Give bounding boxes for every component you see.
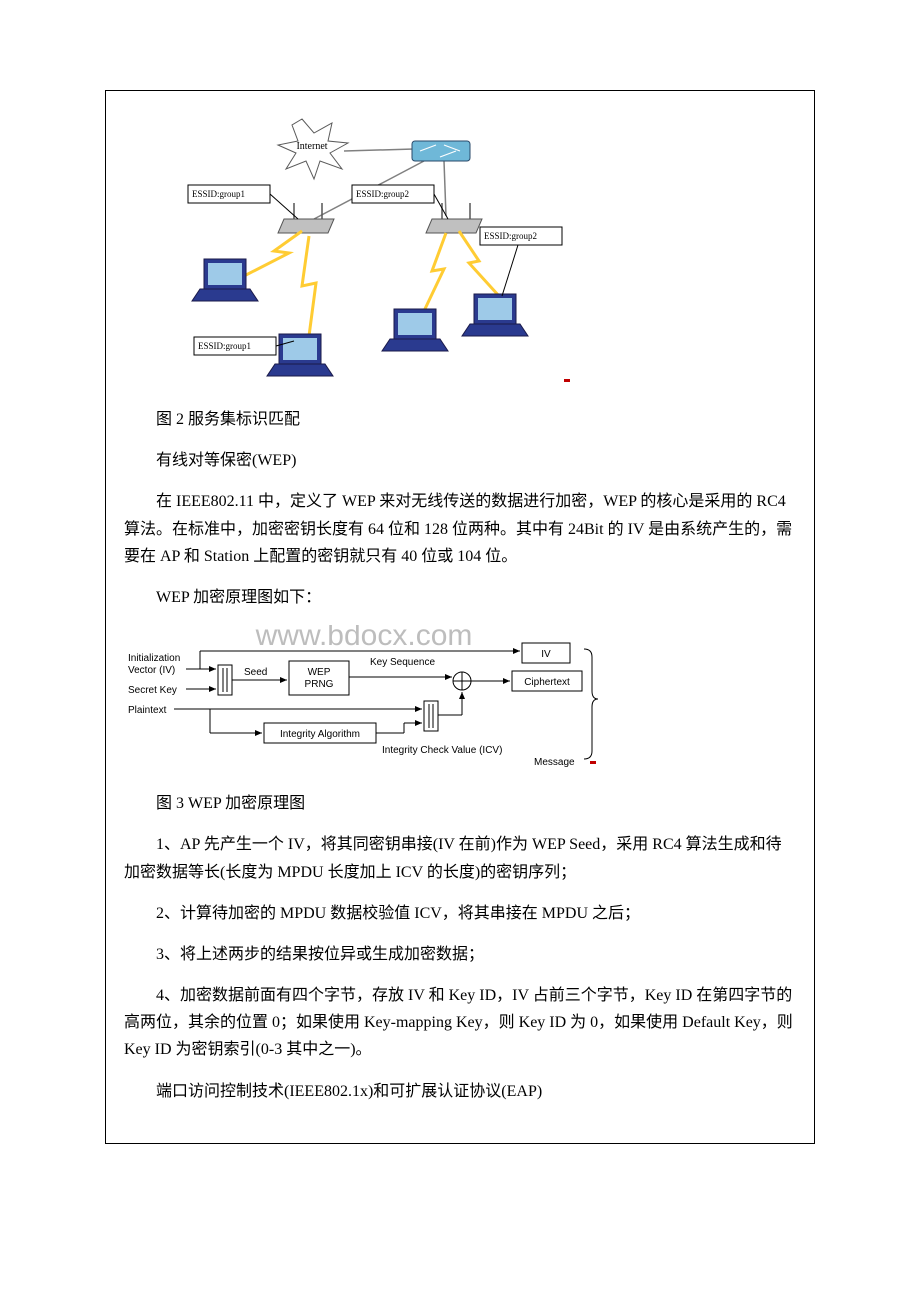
- label-plaintext: Plaintext: [128, 705, 167, 716]
- figure-wep: www.bdocx.com Initialization Vector (IV)…: [124, 625, 796, 780]
- wep-section-label: 有线对等保密(WEP): [124, 447, 796, 474]
- essid-diagram-svg: Internet: [124, 101, 574, 391]
- label-iv-1: Initialization: [128, 653, 180, 664]
- step1-para: 1、AP 先产生一个 IV，将其同密钥串接(IV 在前)作为 WEP Seed，…: [124, 831, 796, 885]
- seed-label: Seed: [244, 667, 267, 678]
- wep-diagram-svg: www.bdocx.com Initialization Vector (IV)…: [124, 625, 604, 775]
- content-area: Internet: [106, 91, 814, 1143]
- icv-label: Integrity Check Value (ICV): [382, 745, 502, 756]
- step3-para: 3、将上述两步的结果按位异或生成加密数据；: [124, 941, 796, 968]
- figure-essid: Internet: [124, 101, 796, 396]
- wep-intro-para: 在 IEEE802.11 中，定义了 WEP 来对无线传送的数据进行加密，WEP…: [124, 488, 796, 570]
- key-seq-label: Key Sequence: [370, 657, 435, 668]
- svg-text:ESSID:group1: ESSID:group1: [198, 341, 251, 351]
- svg-text:ESSID:group2: ESSID:group2: [356, 189, 409, 199]
- ciphertext-label: Ciphertext: [524, 677, 570, 688]
- wep-prng-l1: WEP: [308, 667, 331, 678]
- figure1-caption: 图 2 服务集标识匹配: [124, 406, 796, 433]
- iv-out-label: IV: [541, 649, 551, 660]
- concat2-box: [424, 701, 438, 731]
- red-mark-icon: [564, 379, 570, 382]
- step4-para: 4、加密数据前面有四个字节，存放 IV 和 Key ID，IV 占前三个字节，K…: [124, 982, 796, 1064]
- svg-text:ESSID:group2: ESSID:group2: [484, 231, 537, 241]
- wep-diagram-intro: WEP 加密原理图如下：: [124, 584, 796, 611]
- figure2-caption: 图 3 WEP 加密原理图: [124, 790, 796, 817]
- concat1-box: [218, 665, 232, 695]
- page-border: Internet: [105, 90, 815, 1144]
- last-para: 端口访问控制技术(IEEE802.1x)和可扩展认证协议(EAP): [124, 1078, 796, 1105]
- message-label: Message: [534, 757, 575, 768]
- internet-label: Internet: [296, 141, 327, 152]
- switch-icon: [412, 141, 470, 161]
- label-iv-2: Vector (IV): [128, 665, 175, 676]
- step2-para: 2、计算待加密的 MPDU 数据校验值 ICV，将其串接在 MPDU 之后；: [124, 900, 796, 927]
- svg-text:ESSID:group1: ESSID:group1: [192, 189, 245, 199]
- label-secret-key: Secret Key: [128, 685, 177, 696]
- watermark-text: www.bdocx.com: [255, 625, 473, 652]
- integrity-label: Integrity Algorithm: [280, 729, 360, 740]
- wep-prng-l2: PRNG: [305, 679, 334, 690]
- fig1-bg: [124, 101, 574, 391]
- fig2-red-mark-icon: [590, 761, 596, 764]
